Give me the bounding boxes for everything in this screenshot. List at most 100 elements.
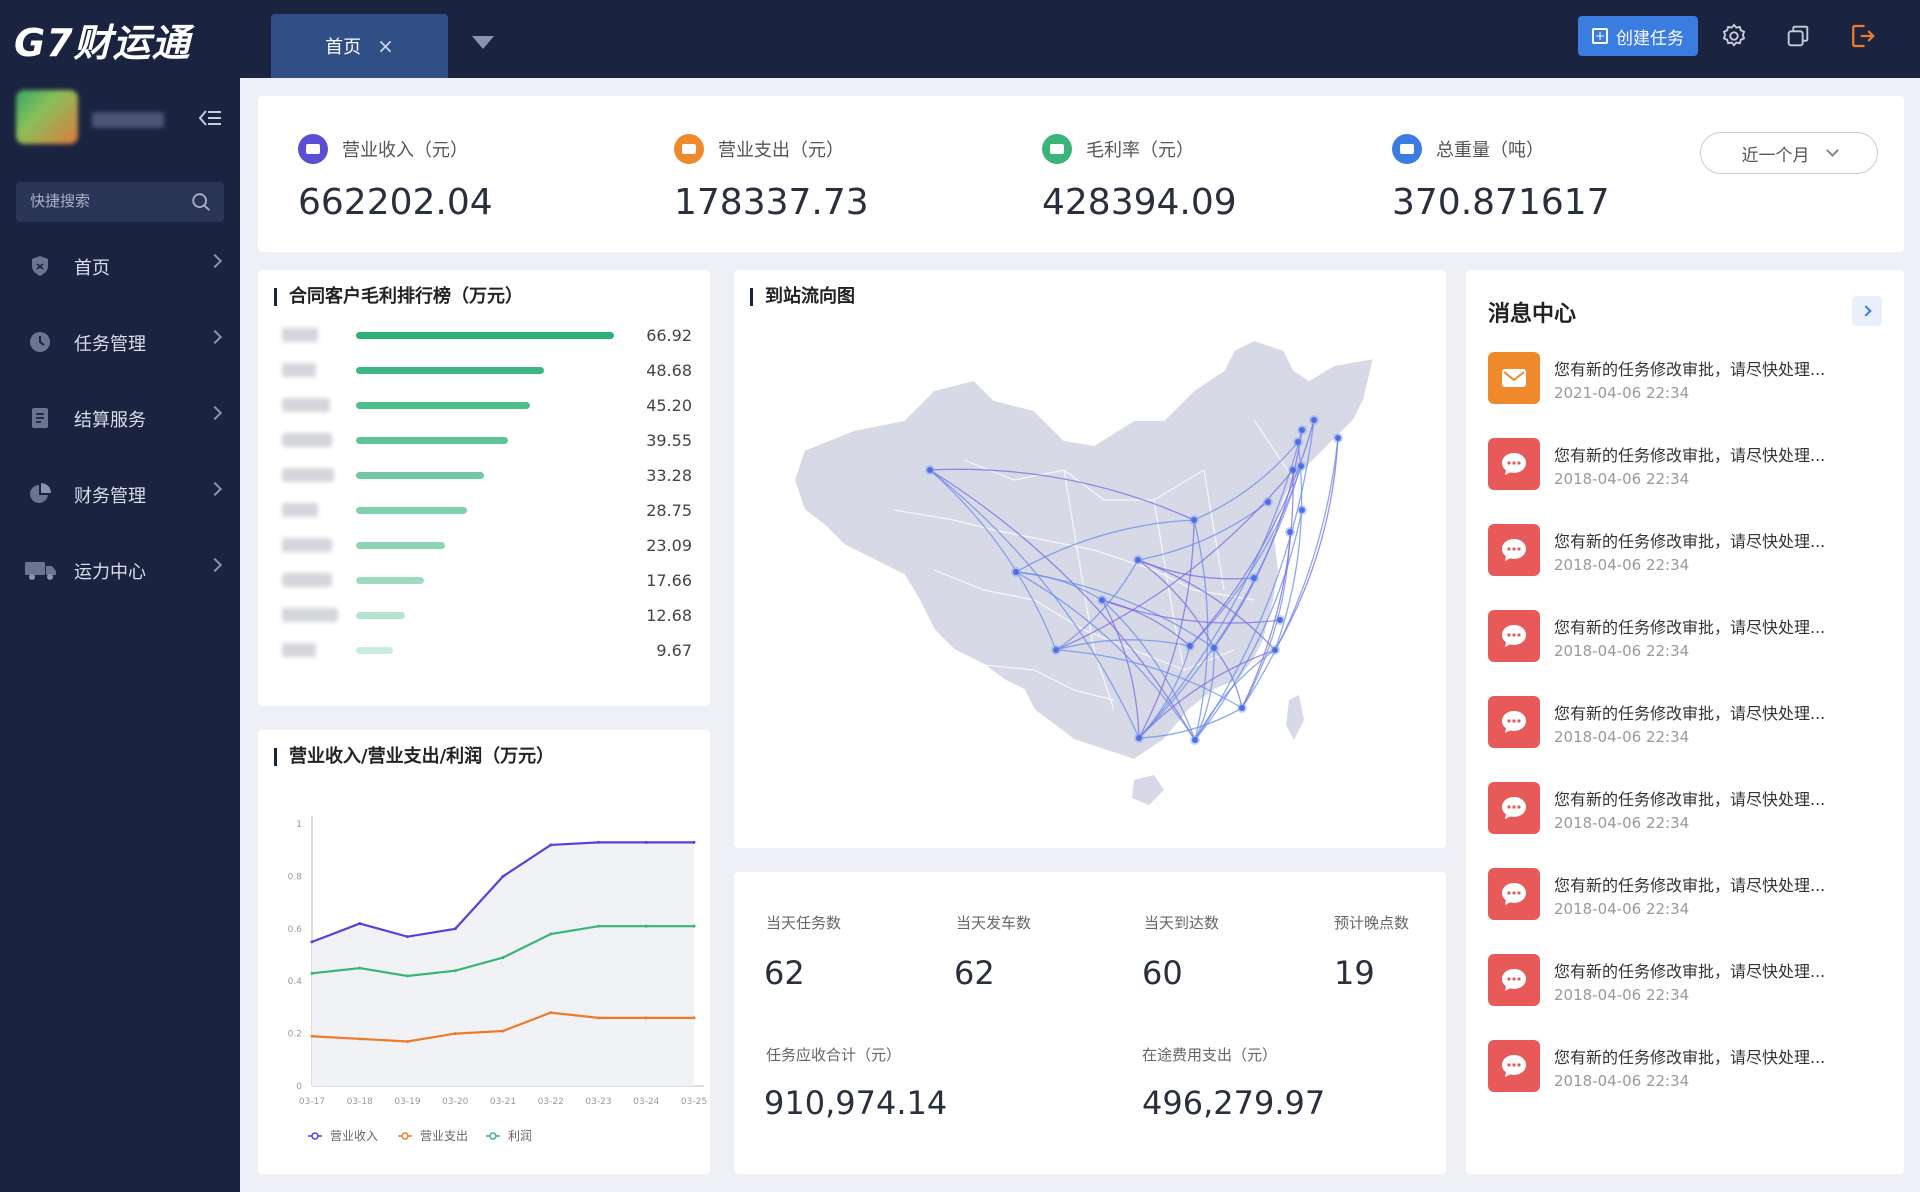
station-node xyxy=(1287,529,1293,535)
y-tick-label: 0.2 xyxy=(288,1030,302,1040)
ranking-value: 39.55 xyxy=(646,431,692,450)
china-flow-map[interactable] xyxy=(734,270,1446,848)
station-node xyxy=(1251,575,1257,581)
logout-icon[interactable] xyxy=(1846,20,1878,52)
sidebar-item-home[interactable]: 首页 xyxy=(0,236,240,296)
line-chart-card: 营业收入/营业支出/利润（万元） 0 0.2 0.4 0.6 0.8 1 03-17 03-1… xyxy=(258,730,710,1174)
period-select[interactable]: 近一个月 xyxy=(1700,132,1878,174)
chevron-right-icon xyxy=(207,481,223,497)
today-tasks-label: 当天任务数 xyxy=(766,914,842,932)
legend-item[interactable]: 营业收入 xyxy=(308,1129,378,1143)
chat-bubble-icon xyxy=(1488,610,1540,662)
data-point xyxy=(501,1029,505,1033)
search-icon[interactable] xyxy=(190,191,212,217)
station-node xyxy=(1136,735,1142,741)
station-node xyxy=(1053,647,1059,653)
flow-line xyxy=(1015,519,1195,573)
ranking-value: 48.68 xyxy=(646,361,692,380)
message-item[interactable]: 您有新的任务修改审批，请尽快处理... 2018-04-06 22:34 xyxy=(1488,610,1888,670)
x-tick-label: 03-21 xyxy=(490,1097,516,1107)
ranking-bar xyxy=(356,542,445,549)
message-center-card: 消息中心 您有新的任务修改审批，请尽快处理... 2021-04-06 22:34… xyxy=(1466,270,1904,1174)
data-point xyxy=(644,840,648,844)
today-depart-value: 62 xyxy=(954,954,995,992)
legend-marker xyxy=(311,1132,319,1140)
tab-label: 首页 xyxy=(325,37,362,58)
message-item[interactable]: 您有新的任务修改审批，请尽快处理... 2018-04-06 22:34 xyxy=(1488,524,1888,584)
kpi-total-weight: 总重量（吨） 370.871617 xyxy=(1392,134,1610,223)
sidebar-item-label: 首页 xyxy=(74,258,110,279)
ranking-bar xyxy=(356,472,484,479)
flow-line xyxy=(1189,419,1315,647)
sidebar-item-finance[interactable]: 财务管理 xyxy=(0,464,240,524)
data-point xyxy=(406,1039,409,1043)
data-point xyxy=(501,874,505,878)
sidebar-item-settlement[interactable]: 结算服务 xyxy=(0,388,240,448)
window-copy-icon[interactable] xyxy=(1782,20,1814,52)
message-item[interactable]: 您有新的任务修改审批，请尽快处理... 2018-04-06 22:34 xyxy=(1488,954,1888,1014)
message-time: 2018-04-06 22:34 xyxy=(1554,728,1690,746)
message-item[interactable]: 您有新的任务修改审批，请尽快处理... 2018-04-06 22:34 xyxy=(1488,868,1888,928)
collapse-sidebar-icon[interactable] xyxy=(196,106,224,134)
message-text: 您有新的任务修改审批，请尽快处理... xyxy=(1554,446,1826,465)
legend-item[interactable]: 营业支出 xyxy=(398,1129,468,1143)
y-tick-label: 1 xyxy=(296,820,302,830)
shield-icon xyxy=(28,254,52,278)
message-item[interactable]: 您有新的任务修改审批，请尽快处理... 2018-04-06 22:34 xyxy=(1488,782,1888,842)
message-item[interactable]: 您有新的任务修改审批，请尽快处理... 2021-04-06 22:34 xyxy=(1488,352,1888,412)
ranking-row: 45.20 xyxy=(282,396,692,416)
sidebar-item-capacity[interactable]: 运力中心 xyxy=(0,540,240,600)
kpi-expense: 营业支出（元） 178337.73 xyxy=(674,134,869,223)
tab-close-icon[interactable]: × xyxy=(377,34,394,58)
settings-gear-icon[interactable] xyxy=(1718,20,1750,52)
late-value: 19 xyxy=(1334,954,1375,992)
message-item[interactable]: 您有新的任务修改审批，请尽快处理... 2018-04-06 22:34 xyxy=(1488,696,1888,756)
quick-search-box[interactable] xyxy=(16,182,224,222)
data-point xyxy=(453,1032,457,1036)
stats-card: 当天任务数 62 当天发车数 62 当天到达数 60 预计晚点数 19 任务应收… xyxy=(734,872,1446,1174)
quick-search-input[interactable] xyxy=(30,192,180,210)
message-time: 2018-04-06 22:34 xyxy=(1554,470,1690,488)
tab-dropdown-icon[interactable] xyxy=(472,36,494,49)
revenue-icon xyxy=(298,134,328,164)
data-point xyxy=(549,843,553,847)
station-node xyxy=(1135,557,1141,563)
ranking-row: 48.68 xyxy=(282,361,692,381)
x-tick-label: 03-25 xyxy=(681,1097,707,1107)
app-logo[interactable]: G7财运通 xyxy=(14,21,191,65)
legend-label: 营业收入 xyxy=(330,1129,378,1143)
ranking-value: 28.75 xyxy=(646,501,692,520)
message-time: 2021-04-06 22:34 xyxy=(1554,384,1690,402)
user-name-blurred xyxy=(92,112,164,128)
legend-marker xyxy=(489,1132,497,1140)
data-point xyxy=(692,840,696,844)
message-item[interactable]: 您有新的任务修改审批，请尽快处理... 2018-04-06 22:34 xyxy=(1488,1040,1888,1100)
sidebar-item-label: 任务管理 xyxy=(74,334,146,355)
station-node xyxy=(1295,439,1301,445)
tab-home[interactable]: 首页 × xyxy=(271,14,448,78)
legend-item[interactable]: 利润 xyxy=(486,1129,532,1143)
customer-name-blurred xyxy=(282,468,334,482)
chevron-right-icon xyxy=(1859,305,1872,317)
taiwan-island xyxy=(1286,695,1304,740)
create-task-button[interactable]: + 创建任务 xyxy=(1578,16,1698,56)
document-icon xyxy=(28,406,52,430)
sidebar-item-task-management[interactable]: 任务管理 xyxy=(0,312,240,372)
flow-line xyxy=(1055,559,1139,651)
x-tick-label: 03-23 xyxy=(585,1097,611,1107)
pie-icon xyxy=(28,482,52,506)
flow-line xyxy=(1241,469,1294,709)
legend-label: 营业支出 xyxy=(420,1129,468,1143)
flow-line xyxy=(929,469,1057,651)
station-node xyxy=(1277,617,1283,623)
message-text: 您有新的任务修改审批，请尽快处理... xyxy=(1554,876,1826,895)
avatar[interactable] xyxy=(16,90,78,144)
flow-line xyxy=(1101,599,1140,739)
message-more-button[interactable] xyxy=(1852,296,1882,326)
ranking-row: 17.66 xyxy=(282,571,692,591)
ranking-bar xyxy=(356,612,405,619)
chat-bubble-icon xyxy=(1488,868,1540,920)
chevron-right-icon xyxy=(207,329,223,345)
message-item[interactable]: 您有新的任务修改审批，请尽快处理... 2018-04-06 22:34 xyxy=(1488,438,1888,498)
customer-name-blurred xyxy=(282,503,318,517)
